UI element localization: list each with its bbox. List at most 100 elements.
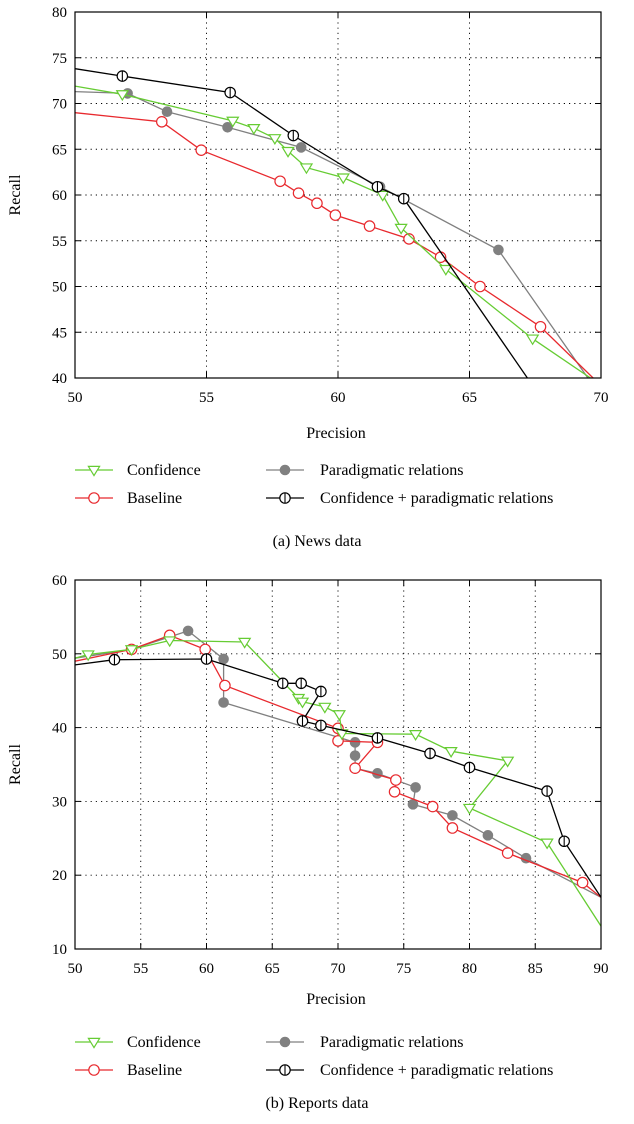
y-tick-label: 50 (52, 647, 67, 663)
grid (74, 11, 602, 379)
data-point (237, 637, 252, 649)
legend-marker (87, 1037, 101, 1049)
legend-marker (88, 492, 100, 504)
legend-item: Paradigmatic relations (266, 462, 464, 479)
data-point (501, 847, 514, 859)
x-tick-label: 70 (331, 961, 346, 977)
legend-item: Paradigmatic relations (266, 1034, 464, 1051)
data-point (182, 625, 194, 637)
data-point (268, 134, 282, 146)
data-point (332, 710, 346, 722)
x-tick-label: 55 (199, 390, 214, 406)
series-combined (75, 653, 601, 898)
x-tick-label: 65 (462, 390, 477, 406)
data-point (407, 799, 419, 810)
data-point (295, 142, 307, 153)
data-point (525, 334, 540, 346)
data-point (397, 192, 410, 205)
series-line (75, 85, 591, 378)
series-combined (75, 68, 528, 378)
data-point (163, 636, 177, 648)
legend-label: Baseline (127, 1062, 182, 1079)
data-point (474, 280, 486, 293)
data-point (124, 645, 139, 657)
figure-caption: (a) News data (273, 533, 362, 550)
data-point (482, 830, 494, 841)
legend-label: Confidence (127, 1034, 201, 1051)
data-point (219, 679, 231, 692)
x-tick-label: 55 (133, 961, 148, 977)
legend-item: Baseline (75, 1062, 182, 1079)
x-axis-title: Precision (306, 425, 366, 442)
series-confidence (75, 636, 601, 927)
series-line (75, 639, 601, 927)
data-point (195, 144, 208, 156)
data-point (274, 175, 286, 188)
data-point (403, 233, 415, 245)
series-line (75, 90, 589, 378)
y-tick-label: 40 (52, 371, 67, 387)
chart-news: 50 55 60 65 70 40 45 50 55 60 65 70 75 80 Precision Rec… (7, 5, 609, 550)
data-point (336, 173, 350, 185)
legend-marker (87, 465, 101, 477)
y-tick-label: 60 (52, 573, 67, 589)
data-point (558, 835, 570, 848)
grid (74, 579, 602, 950)
legend-label: Baseline (127, 490, 182, 507)
data-point (424, 747, 436, 760)
series-baseline (75, 112, 594, 378)
data-point (410, 782, 421, 793)
legend-marker (279, 464, 291, 476)
data-point (224, 86, 236, 99)
y-tick-label: 30 (52, 794, 67, 810)
y-tick-label: 10 (52, 942, 67, 958)
data-point (199, 643, 211, 656)
data-point (295, 697, 310, 709)
legend-label: Confidence + paradigmatic relations (320, 490, 553, 507)
data-point (295, 677, 307, 690)
legend-marker (279, 1064, 291, 1076)
data-point (371, 732, 384, 744)
data-point (115, 90, 130, 102)
data-point (541, 785, 553, 797)
legend: Confidence Paradigmatic relations Baseline… (75, 462, 553, 507)
data-point (493, 244, 504, 256)
legend-marker (279, 1036, 291, 1048)
data-point (318, 702, 332, 714)
legend-marker (88, 1064, 100, 1076)
legend-item: Confidence + paradigmatic relations (266, 1062, 553, 1079)
x-tick-label: 50 (68, 961, 83, 977)
y-tick-label: 60 (52, 188, 67, 204)
data-point (200, 653, 213, 665)
y-tick-label: 45 (52, 325, 67, 341)
data-point (349, 762, 361, 774)
x-axis-title: Precision (306, 991, 366, 1008)
data-point (281, 146, 295, 158)
data-point (463, 761, 476, 774)
data-point (81, 650, 95, 662)
data-point (218, 697, 229, 708)
data-point (315, 685, 327, 698)
data-point (292, 187, 305, 199)
legend-item: Confidence (75, 462, 201, 479)
data-point (447, 810, 458, 821)
legend-label: Confidence + paradigmatic relations (320, 1062, 553, 1079)
data-point (287, 129, 300, 142)
data-point (116, 70, 129, 82)
data-point (534, 320, 547, 333)
data-point (388, 786, 401, 798)
legend-label: Paradigmatic relations (320, 1034, 464, 1051)
data-point (408, 730, 423, 741)
plot-frame (74, 11, 602, 379)
data-point (426, 800, 439, 813)
data-point (390, 774, 402, 786)
data-point (222, 121, 233, 133)
data-point (446, 822, 459, 834)
data-point (296, 715, 309, 727)
series-line (75, 658, 601, 898)
y-tick-label: 40 (52, 721, 67, 737)
data-point (332, 735, 344, 747)
data-point (540, 838, 554, 850)
legend-item: Confidence (75, 1034, 201, 1051)
